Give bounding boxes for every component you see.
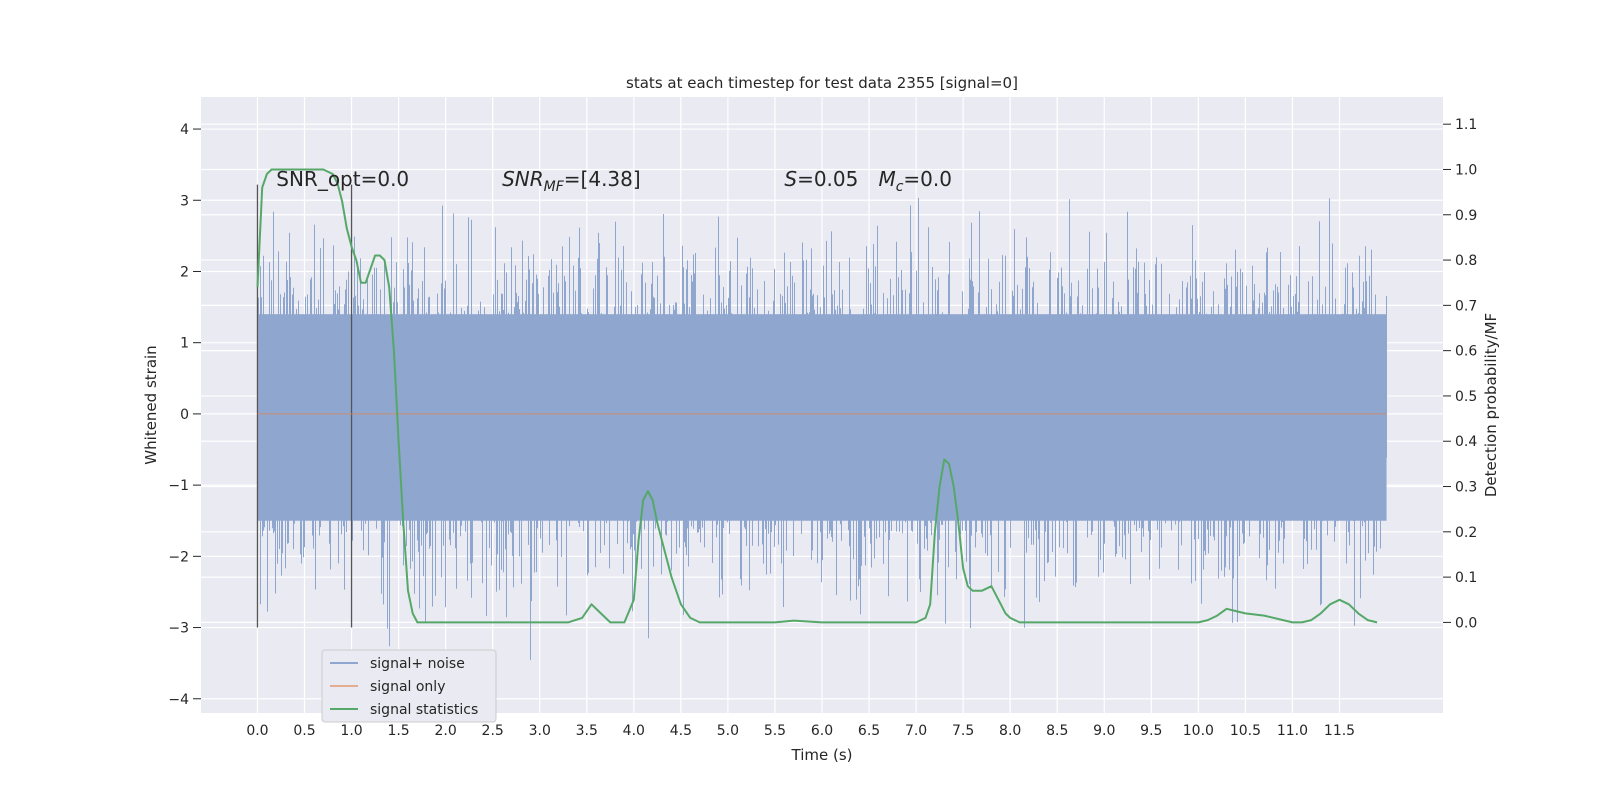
legend-label-signal-statistics: signal statistics <box>370 702 478 718</box>
y-tick-label-right: 0.2 <box>1455 525 1477 541</box>
legend-box <box>321 649 497 723</box>
x-tick-label: 9.0 <box>1093 723 1115 739</box>
signal-noise-series <box>257 198 1387 660</box>
y-tick-label-right: 1.1 <box>1455 117 1477 133</box>
y-axis-label-left: Whitened strain <box>142 345 160 464</box>
x-tick-label: 1.5 <box>387 723 409 739</box>
x-tick-label: 7.5 <box>952 723 974 739</box>
y-tick-label-right: 0.0 <box>1455 615 1477 631</box>
legend-label-signal-noise: signal+ noise <box>370 656 465 672</box>
x-tick-label: 9.5 <box>1140 723 1162 739</box>
y-tick-label-right: 1.0 <box>1455 162 1477 178</box>
legend-label-signal-only: signal only <box>370 679 445 695</box>
y-tick-label-left: 1 <box>180 336 189 352</box>
x-tick-label: 2.0 <box>435 723 457 739</box>
y-tick-label-left: 0 <box>180 407 189 423</box>
y-tick-label-left: 2 <box>180 264 189 280</box>
annotation-text: SNR_opt=0.0 <box>276 167 409 191</box>
y-tick-label-right: 0.4 <box>1455 434 1477 450</box>
legend: signal+ noise signal only signal statist… <box>321 649 497 723</box>
x-tick-label: 5.5 <box>764 723 786 739</box>
y-tick-label-left: −1 <box>168 478 189 494</box>
y-tick-label-left: −4 <box>168 692 189 708</box>
y-tick-label-right: 0.7 <box>1455 298 1477 314</box>
y-tick-label-left: 4 <box>180 122 189 138</box>
chart-title: stats at each timestep for test data 235… <box>626 74 1018 92</box>
y-tick-label-right: 0.5 <box>1455 389 1477 405</box>
x-tick-label: 4.5 <box>670 723 692 739</box>
annotation-text: S=0.05 <box>784 167 858 191</box>
y-tick-label-left: 3 <box>180 193 189 209</box>
annotation-text: Mc=0.0 <box>878 167 952 195</box>
x-tick-label: 8.0 <box>999 723 1021 739</box>
x-tick-label: 11.0 <box>1277 723 1308 739</box>
x-tick-label: 3.5 <box>576 723 598 739</box>
x-tick-label: 1.0 <box>340 723 362 739</box>
x-tick-label: 3.0 <box>529 723 551 739</box>
y-tick-label-right: 0.3 <box>1455 480 1477 496</box>
y-tick-label-right: 0.9 <box>1455 208 1477 224</box>
x-tick-label: 0.0 <box>246 723 268 739</box>
signal-statistics-series <box>256 168 1378 624</box>
x-tick-label: 10.0 <box>1183 723 1214 739</box>
annotations: SNR_opt=0.0 SNRMF=[4.38] S=0.05 Mc=0.0 <box>276 167 952 195</box>
x-tick-label: 11.5 <box>1324 723 1355 739</box>
y-tick-label-right: 0.8 <box>1455 253 1477 269</box>
x-tick-label: 10.5 <box>1230 723 1261 739</box>
x-tick-label: 4.0 <box>623 723 645 739</box>
vertical-markers <box>256 184 353 628</box>
x-tick-label: 6.0 <box>811 723 833 739</box>
y-tick-label-right: 0.1 <box>1455 570 1477 586</box>
x-tick-label: 6.5 <box>858 723 880 739</box>
y-tick-label-right: 0.6 <box>1455 344 1477 360</box>
x-tick-label: 7.0 <box>905 723 927 739</box>
x-tick-label: 0.5 <box>293 723 315 739</box>
x-tick-label: 2.5 <box>482 723 504 739</box>
signal-statistics-line <box>256 168 1378 624</box>
x-tick-label: 8.5 <box>1046 723 1068 739</box>
tick-labels: 0.0 0.5 1.0 1.5 2.0 2.5 3.0 3.5 4.0 4.5 5.0 5.5 6.0 6… <box>168 117 1477 739</box>
x-tick-label: 5.0 <box>717 723 739 739</box>
x-axis-label: Time (s) <box>791 746 853 764</box>
annotation-text: SNRMF=[4.38] <box>502 167 641 195</box>
y-tick-label-left: −3 <box>168 621 189 637</box>
y-tick-label-left: −2 <box>168 549 189 565</box>
y-axis-label-right: Detection probability/MF <box>1482 313 1500 497</box>
